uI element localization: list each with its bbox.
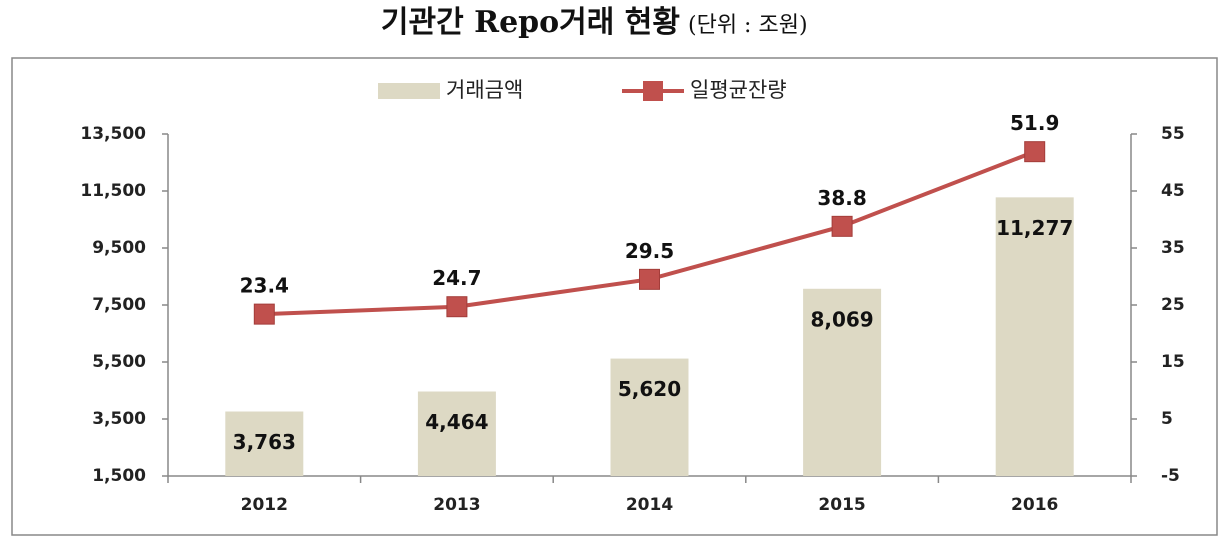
- line-value-label: 29.5: [625, 239, 674, 263]
- legend-swatch: [643, 81, 663, 101]
- chart-subtitle: (단위 : 조원): [688, 13, 808, 38]
- line-value-label: 38.8: [817, 186, 866, 210]
- bar: [995, 197, 1074, 476]
- bar: [803, 288, 882, 476]
- y-tick-label: 11,500: [80, 181, 146, 201]
- bar-value-label: 4,464: [425, 410, 488, 434]
- line-marker: [831, 215, 853, 237]
- legend-label: 일평균잔량: [690, 78, 787, 102]
- x-tick-label: 2014: [626, 495, 673, 515]
- bar: [417, 391, 496, 476]
- x-tick-label: 2012: [241, 495, 288, 515]
- bar: [610, 358, 689, 476]
- y2-tick-label: 5: [1161, 409, 1173, 429]
- line-value-label: 51.9: [1010, 111, 1059, 135]
- bar-value-label: 3,763: [233, 430, 296, 454]
- bar-value-label: 11,277: [996, 216, 1073, 240]
- y2-tick-label: 25: [1161, 295, 1185, 315]
- y-tick-label: 13,500: [80, 124, 146, 144]
- bar-value-label: 5,620: [618, 377, 681, 401]
- y2-tick-label: 15: [1161, 352, 1185, 372]
- bar-value-label: 8,069: [810, 307, 873, 331]
- y-tick-label: 1,500: [92, 466, 146, 486]
- y2-tick-label: 55: [1161, 124, 1185, 144]
- line-value-label: 24.7: [432, 266, 481, 290]
- bar: [225, 411, 304, 476]
- y2-tick-label: 35: [1161, 238, 1185, 258]
- x-tick-label: 2013: [433, 495, 480, 515]
- x-tick-label: 2016: [1011, 495, 1058, 515]
- y-tick-label: 5,500: [92, 352, 146, 372]
- y2-tick-label: -5: [1161, 466, 1180, 486]
- line-marker: [1024, 141, 1046, 163]
- legend-swatch: [378, 83, 440, 99]
- line-value-label: 23.4: [240, 274, 289, 298]
- chart-title: 기관간 Repo거래 현황: [381, 5, 680, 40]
- line-marker: [639, 268, 660, 290]
- x-tick-label: 2015: [818, 495, 865, 515]
- line-marker: [446, 296, 468, 318]
- line-marker: [253, 303, 275, 325]
- y-tick-label: 9,500: [92, 238, 146, 258]
- legend-label: 거래금액: [446, 78, 523, 102]
- y2-tick-label: 45: [1161, 181, 1185, 201]
- y-tick-label: 3,500: [92, 409, 146, 429]
- y-tick-label: 7,500: [92, 295, 146, 315]
